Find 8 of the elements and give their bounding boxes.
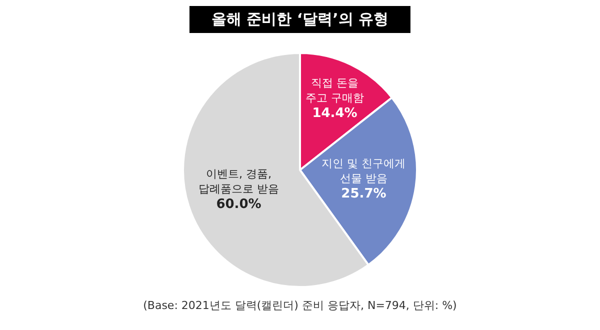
data-label: 25.7%	[341, 186, 386, 202]
slice-label: 이벤트, 경품, 답례품으로 받음	[198, 168, 280, 196]
text: (Base: 2021년도 달력(캘린더) 준비 응답자, N=794, 단위: %)	[142, 298, 458, 313]
data-label: 60.0%	[216, 197, 262, 212]
slice-label: 직접 돈을 주고 구매함	[305, 76, 364, 104]
slice-label: 지인 및 친구에게 선물 받음	[322, 156, 406, 185]
chart-title: 올해 준비한 ‘달력’의 유형	[189, 6, 411, 33]
data-label: 14.4%	[312, 106, 358, 121]
